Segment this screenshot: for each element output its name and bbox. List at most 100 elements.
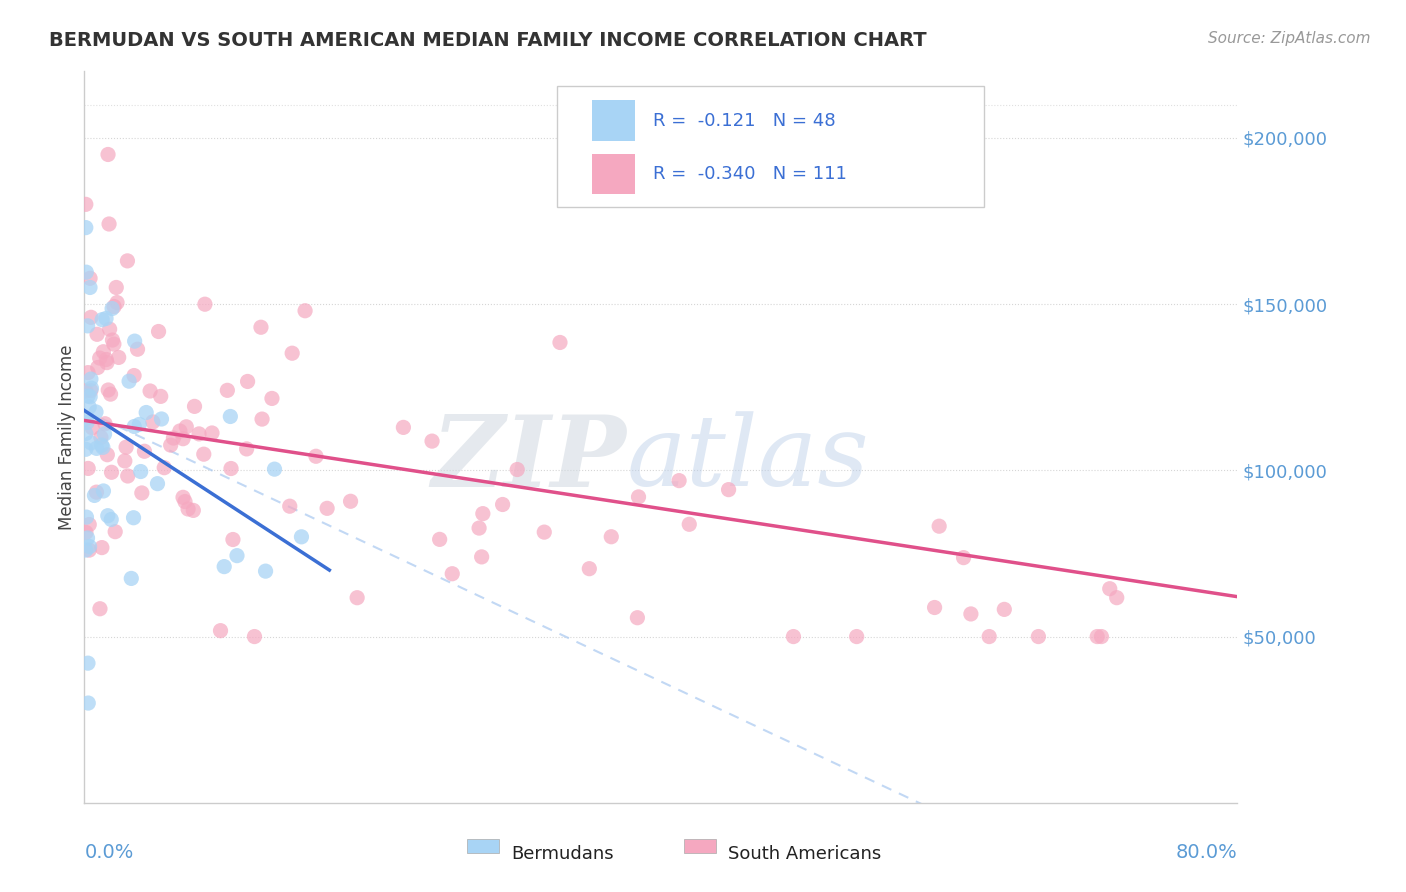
Point bbox=[952, 550, 974, 565]
Point bbox=[290, 530, 312, 544]
Point bbox=[134, 444, 156, 458]
Point bbox=[103, 337, 125, 351]
Text: 0.0%: 0.0% bbox=[84, 843, 134, 862]
Point bbox=[626, 611, 648, 625]
Point bbox=[1090, 630, 1112, 644]
Point bbox=[96, 448, 118, 462]
Point bbox=[122, 510, 145, 524]
Point bbox=[124, 419, 146, 434]
Point bbox=[77, 543, 100, 558]
Point bbox=[97, 383, 120, 397]
Point bbox=[77, 656, 100, 670]
Point bbox=[194, 297, 217, 311]
Point bbox=[159, 438, 181, 452]
Point bbox=[201, 425, 224, 440]
Point bbox=[392, 420, 415, 434]
Point bbox=[86, 442, 108, 456]
Point bbox=[678, 517, 700, 532]
Point bbox=[339, 494, 361, 508]
Point bbox=[76, 318, 98, 333]
Point bbox=[107, 351, 129, 365]
Point bbox=[924, 600, 946, 615]
Point bbox=[979, 630, 1001, 644]
Point bbox=[75, 543, 97, 558]
Point bbox=[93, 483, 115, 498]
Point bbox=[94, 311, 117, 326]
Point bbox=[76, 416, 98, 430]
Point bbox=[97, 147, 120, 161]
Point bbox=[146, 476, 169, 491]
Text: R =  -0.121   N = 48: R = -0.121 N = 48 bbox=[652, 112, 835, 129]
Point bbox=[128, 417, 150, 432]
Point bbox=[104, 524, 127, 539]
Point bbox=[80, 435, 103, 450]
Text: ZIP: ZIP bbox=[432, 411, 626, 508]
Point bbox=[75, 197, 97, 211]
Point bbox=[172, 432, 194, 446]
Point bbox=[79, 280, 101, 294]
Point bbox=[122, 368, 145, 383]
Text: South Americans: South Americans bbox=[728, 846, 882, 863]
Point bbox=[627, 490, 650, 504]
Point bbox=[148, 325, 170, 339]
Point bbox=[115, 440, 138, 454]
Point bbox=[86, 485, 108, 500]
Point bbox=[346, 591, 368, 605]
Point bbox=[93, 344, 115, 359]
Point bbox=[135, 405, 157, 419]
Point bbox=[101, 301, 124, 316]
Point bbox=[845, 630, 868, 644]
Point bbox=[219, 461, 242, 475]
Point bbox=[75, 384, 97, 398]
Point bbox=[94, 417, 117, 431]
Y-axis label: Median Family Income: Median Family Income bbox=[58, 344, 76, 530]
Point bbox=[263, 462, 285, 476]
FancyBboxPatch shape bbox=[467, 839, 499, 853]
Point bbox=[117, 469, 139, 483]
Point bbox=[222, 533, 245, 547]
Point bbox=[420, 434, 443, 449]
Point bbox=[188, 426, 211, 441]
Point bbox=[193, 447, 215, 461]
Point bbox=[150, 412, 173, 426]
Point bbox=[84, 405, 107, 419]
Point bbox=[236, 375, 259, 389]
Point bbox=[96, 356, 118, 370]
Point bbox=[82, 421, 104, 435]
Point bbox=[600, 530, 623, 544]
Point bbox=[77, 461, 100, 475]
Point bbox=[243, 630, 266, 644]
Point bbox=[1105, 591, 1128, 605]
Point bbox=[75, 220, 97, 235]
Point bbox=[75, 525, 97, 540]
Text: BERMUDAN VS SOUTH AMERICAN MEDIAN FAMILY INCOME CORRELATION CHART: BERMUDAN VS SOUTH AMERICAN MEDIAN FAMILY… bbox=[49, 31, 927, 50]
Point bbox=[77, 517, 100, 532]
Point bbox=[124, 334, 146, 348]
Point bbox=[782, 630, 804, 644]
Point bbox=[162, 431, 184, 445]
Point bbox=[468, 521, 491, 535]
Point bbox=[79, 390, 101, 404]
Point bbox=[217, 384, 239, 398]
Point bbox=[118, 374, 141, 388]
Text: atlas: atlas bbox=[626, 411, 869, 507]
Point bbox=[281, 346, 304, 360]
Point bbox=[928, 519, 950, 533]
Point bbox=[90, 541, 112, 555]
Point bbox=[91, 441, 114, 455]
Point bbox=[131, 486, 153, 500]
Text: R =  -0.340   N = 111: R = -0.340 N = 111 bbox=[652, 165, 846, 183]
Text: Source: ZipAtlas.com: Source: ZipAtlas.com bbox=[1208, 31, 1371, 46]
Point bbox=[100, 465, 122, 479]
Point bbox=[101, 333, 124, 347]
Point bbox=[89, 601, 111, 615]
Point bbox=[127, 343, 149, 357]
Point bbox=[76, 531, 98, 545]
Point bbox=[98, 217, 121, 231]
Point bbox=[75, 265, 97, 279]
Point bbox=[960, 607, 983, 621]
Point bbox=[77, 400, 100, 414]
Point bbox=[120, 571, 142, 585]
Point bbox=[226, 549, 249, 563]
Point bbox=[533, 525, 555, 540]
